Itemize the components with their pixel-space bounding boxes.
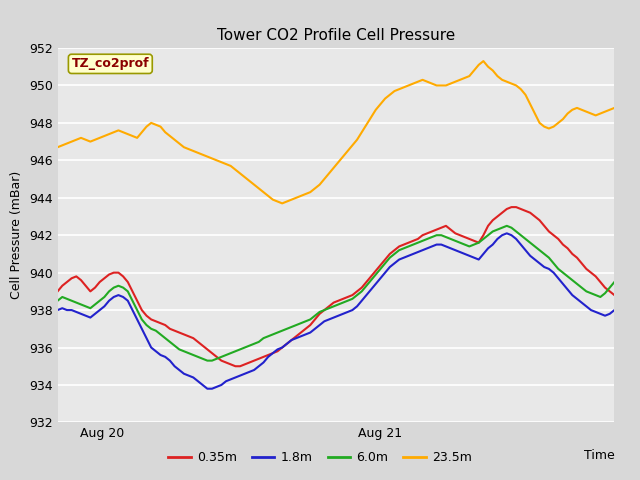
Title: Tower CO2 Profile Cell Pressure: Tower CO2 Profile Cell Pressure <box>217 28 455 43</box>
Text: TZ_co2prof: TZ_co2prof <box>72 58 149 71</box>
Text: Time: Time <box>584 449 614 462</box>
Y-axis label: Cell Pressure (mBar): Cell Pressure (mBar) <box>10 171 23 300</box>
Legend: 0.35m, 1.8m, 6.0m, 23.5m: 0.35m, 1.8m, 6.0m, 23.5m <box>163 446 477 469</box>
